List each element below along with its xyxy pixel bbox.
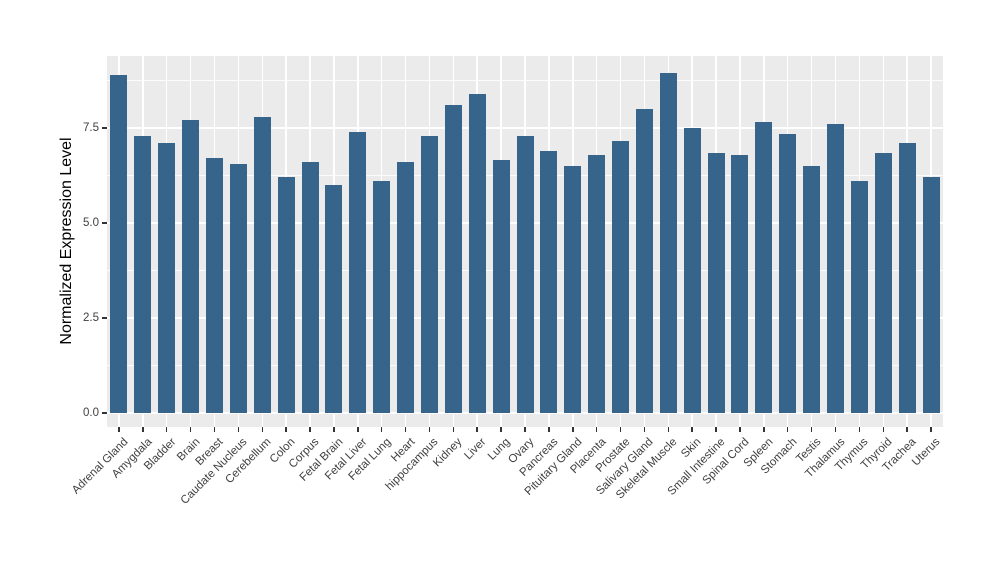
bar-salivary-gland (635, 109, 653, 413)
plot-panel (107, 56, 943, 427)
bar-cerebellum (253, 116, 271, 413)
bar-testis (803, 166, 821, 413)
x-tick-mark (834, 427, 837, 432)
bar-pancreas (540, 150, 558, 413)
bar-thymus (850, 181, 868, 413)
x-tick-mark (739, 427, 741, 432)
x-tick-mark (524, 427, 526, 432)
y-tick-label: 2.5 (83, 311, 99, 324)
bar-trachea (898, 143, 916, 413)
bar-ovary (516, 135, 534, 413)
bar-spleen (755, 122, 773, 413)
bar-kidney (444, 105, 462, 413)
bar-prostate (612, 141, 630, 413)
bar-fetal-liver (349, 131, 367, 413)
x-tick-mark (357, 427, 359, 432)
x-tick-mark (237, 427, 240, 432)
bar-skin (683, 128, 701, 413)
x-tick-mark (404, 427, 407, 432)
x-tick-mark (548, 427, 550, 432)
bar-thyroid (874, 152, 892, 413)
y-tick-mark (102, 222, 107, 224)
bar-skeletal-muscle (659, 72, 677, 413)
bar-liver (468, 93, 486, 413)
x-tick-mark (882, 427, 885, 432)
x-tick-mark (715, 427, 717, 432)
bar-amygdala (134, 135, 152, 413)
bar-breast (205, 158, 223, 413)
x-tick-mark (213, 427, 216, 432)
x-tick-mark (285, 427, 287, 432)
x-tick-mark (500, 427, 502, 432)
bar-thalamus (827, 124, 844, 413)
bar-corpus (301, 162, 319, 413)
x-tick-mark (810, 427, 813, 432)
x-tick-mark (333, 427, 335, 432)
x-tick-mark (452, 427, 455, 432)
bar-small-intestine (707, 152, 725, 413)
y-tick-mark (102, 317, 107, 319)
bar-bladder (158, 143, 176, 413)
bar-heart (397, 162, 415, 413)
x-tick-mark (476, 427, 478, 432)
bar-stomach (779, 133, 797, 413)
x-tick-mark (906, 427, 908, 432)
x-tick-mark (619, 427, 622, 432)
y-tick-mark (102, 412, 107, 414)
x-tick-mark (858, 427, 861, 432)
x-tick-mark (189, 427, 192, 432)
bar-brain (182, 120, 200, 413)
x-tick-mark (667, 427, 670, 432)
x-tick-mark (595, 427, 598, 432)
bar-adrenal-gland (110, 74, 128, 413)
bar-uterus (922, 177, 940, 413)
x-tick-mark (309, 427, 311, 432)
x-tick-mark (261, 427, 263, 432)
y-tick-mark (102, 127, 107, 129)
y-tick-label: 0.0 (83, 406, 99, 419)
y-tick-label: 7.5 (83, 121, 99, 134)
x-tick-mark (763, 427, 765, 432)
x-tick-mark (142, 427, 144, 432)
x-tick-mark (165, 427, 168, 432)
bar-spinal-cord (731, 154, 749, 413)
bar-caudate-nucleus (229, 164, 247, 413)
bar-hippocampus (420, 135, 438, 413)
x-tick-mark (572, 427, 574, 432)
bar-pituitary-gland (564, 166, 582, 413)
bar-lung (492, 160, 510, 413)
bar-fetal-brain (325, 185, 343, 413)
x-tick-mark (118, 427, 120, 432)
x-tick-mark (691, 427, 693, 432)
x-tick-mark (643, 427, 646, 432)
x-tick-mark (930, 427, 932, 432)
x-tick-mark (380, 427, 383, 432)
bar-colon (277, 177, 295, 413)
x-tick-mark (786, 427, 789, 432)
x-tick-mark (428, 427, 431, 432)
y-tick-label: 5.0 (83, 216, 99, 229)
bar-fetal-lung (373, 181, 391, 413)
bar-placenta (588, 154, 606, 413)
